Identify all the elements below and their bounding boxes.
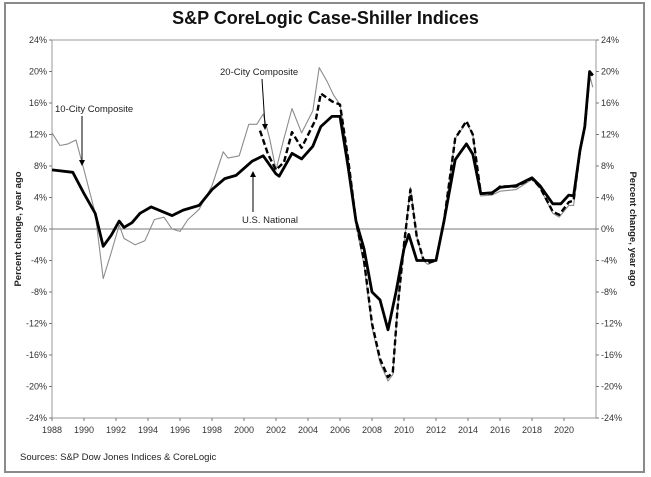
y-tick-label-right: -12%	[601, 319, 622, 329]
y-tick-label-right: 16%	[601, 98, 619, 108]
y-tick-label-right: 8%	[601, 161, 614, 171]
y-tick-label-left: 0%	[34, 224, 47, 234]
x-tick-label: 1988	[42, 425, 62, 435]
x-tick-label: 2006	[330, 425, 350, 435]
x-tick-label: 2014	[458, 425, 478, 435]
series-line-u-s-national	[51, 70, 594, 332]
y-tick-label-right: 4%	[601, 193, 614, 203]
x-tick-label: 1990	[74, 425, 94, 435]
y-tick-label-right: -24%	[601, 413, 622, 423]
x-tick-label: 2010	[394, 425, 414, 435]
y-axis-label-left: Percent change, year ago	[13, 171, 24, 286]
x-tick-label: 1998	[202, 425, 222, 435]
x-tick-label: 2016	[490, 425, 510, 435]
x-tick-label: 1994	[138, 425, 158, 435]
chart-source: Sources: S&P Dow Jones Indices & CoreLog…	[20, 452, 217, 463]
x-tick-label: 2012	[426, 425, 446, 435]
annotation-arrowhead-10-city	[79, 160, 85, 166]
x-tick-label: 1996	[170, 425, 190, 435]
annotation-us-national: U.S. National	[242, 215, 298, 226]
chart-title: S&P CoreLogic Case-Shiller Indices	[172, 8, 479, 28]
y-tick-label-left: 24%	[29, 35, 47, 45]
annotation-20-city: 20-City Composite	[220, 67, 298, 78]
y-tick-label-left: -4%	[31, 256, 47, 266]
y-tick-label-right: 24%	[601, 35, 619, 45]
y-tick-label-right: 12%	[601, 130, 619, 140]
series-line-20-city-composite	[258, 71, 594, 379]
y-tick-label-right: -4%	[601, 256, 617, 266]
y-tick-label-left: -8%	[31, 287, 47, 297]
annotation-arrowhead-us-national	[250, 171, 256, 177]
series-line-10-city-composite	[51, 67, 594, 382]
y-tick-label-right: 0%	[601, 224, 614, 234]
x-tick-label: 2004	[298, 425, 318, 435]
y-axis-label-right: Percent change, year ago	[627, 171, 638, 286]
y-tick-label-left: 20%	[29, 67, 47, 77]
x-tick-label: 2018	[522, 425, 542, 435]
y-tick-label-left: -20%	[26, 382, 47, 392]
x-tick-label: 2002	[266, 425, 286, 435]
x-tick-label: 2008	[362, 425, 382, 435]
y-tick-label-left: 12%	[29, 130, 47, 140]
y-tick-label-left: 4%	[34, 193, 47, 203]
y-tick-label-left: 8%	[34, 161, 47, 171]
annotation-10-city: 10-City Composite	[55, 104, 133, 115]
x-tick-label: 1992	[106, 425, 126, 435]
annotation-arrow-20-city	[261, 78, 266, 127]
y-tick-label-right: 20%	[601, 67, 619, 77]
y-tick-label-left: -16%	[26, 350, 47, 360]
y-tick-label-left: -12%	[26, 319, 47, 329]
x-tick-label: 2020	[554, 425, 574, 435]
y-tick-label-left: 16%	[29, 98, 47, 108]
y-tick-label-left: -24%	[26, 413, 47, 423]
x-tick-label: 2000	[234, 425, 254, 435]
y-tick-label-right: -8%	[601, 287, 617, 297]
y-tick-label-right: -16%	[601, 350, 622, 360]
annotation-arrowhead-20-city	[262, 124, 268, 130]
y-tick-label-right: -20%	[601, 382, 622, 392]
